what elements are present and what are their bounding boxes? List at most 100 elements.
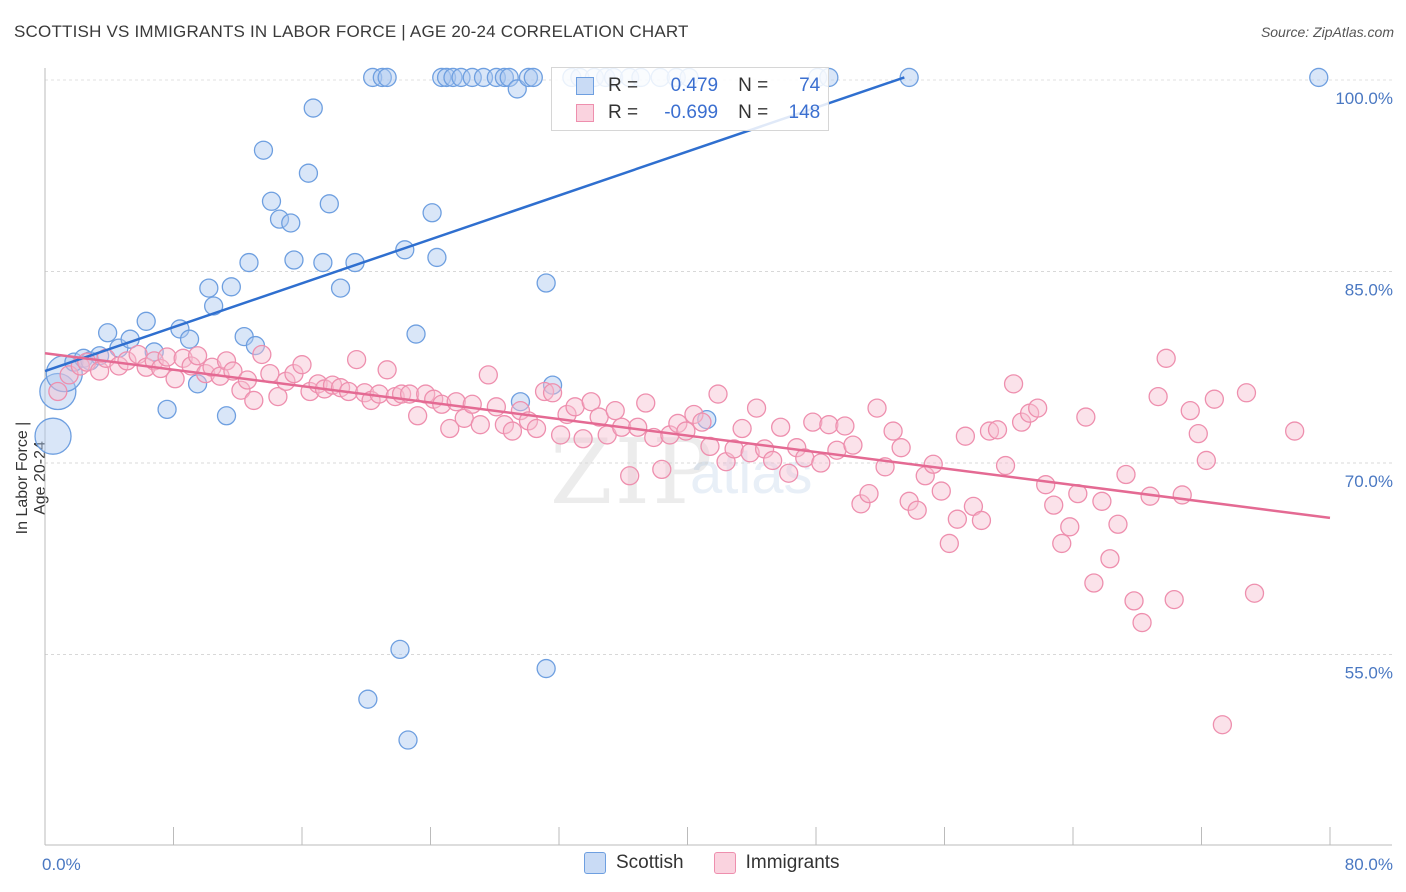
immigrants-point <box>771 417 791 437</box>
legend-row-immigrants: R = -0.699 N = 148 <box>576 101 820 125</box>
immigrants-point <box>819 415 839 435</box>
immigrants-point <box>931 481 951 501</box>
scottish-point <box>319 194 339 214</box>
scottish-point <box>427 247 447 268</box>
immigrants-point <box>923 454 943 474</box>
scottish-point <box>221 277 241 297</box>
scottish-point <box>372 67 392 88</box>
scottish-point <box>281 213 301 233</box>
scottish-point <box>432 67 452 88</box>
immigrants-point <box>534 381 555 402</box>
scottish-point <box>507 79 527 99</box>
scottish-point <box>518 67 539 88</box>
immigrants-point <box>971 510 992 531</box>
scottish-point <box>436 67 457 88</box>
scottish-point <box>269 209 290 229</box>
immigrants-point <box>165 369 185 389</box>
y-tick-label: 85.0% <box>1345 281 1393 300</box>
immigrants-points <box>48 344 1305 735</box>
immigrants-point <box>252 344 272 365</box>
immigrants-point <box>811 453 831 473</box>
gridlines <box>45 79 1392 655</box>
scottish-point <box>284 250 304 270</box>
scottish-point <box>179 329 200 349</box>
scottish-r-value: 0.479 <box>670 75 719 96</box>
immigrants-point <box>1236 383 1257 403</box>
immigrants-point <box>1244 583 1265 603</box>
immigrants-point <box>1092 491 1112 511</box>
scottish-point <box>239 252 259 273</box>
immigrants-point <box>1188 423 1208 444</box>
immigrants-point <box>502 421 523 441</box>
immigrants-point <box>762 450 783 471</box>
immigrants-point <box>692 412 712 432</box>
chart-source: Source: ZipAtlas.com <box>1260 24 1394 40</box>
immigrants-point <box>708 384 728 404</box>
immigrants-point <box>779 463 799 483</box>
scottish-point <box>187 374 208 394</box>
immigrants-point <box>1044 495 1064 515</box>
scottish-point <box>536 658 556 679</box>
immigrants-trend-line <box>44 351 1331 520</box>
immigrants-point <box>462 394 482 414</box>
scottish-point <box>523 67 543 88</box>
scottish-n-value: 74 <box>799 75 821 96</box>
immigrants-point <box>867 398 887 418</box>
immigrants-point <box>1285 421 1305 441</box>
immigrants-point <box>859 483 879 504</box>
scottish-point <box>422 203 442 223</box>
immigrants-point <box>187 346 208 366</box>
immigrants-point <box>231 380 251 400</box>
watermark-zip: ZIP <box>550 420 715 525</box>
immigrants-n-value: 148 <box>788 102 821 123</box>
immigrants-point <box>377 360 397 380</box>
watermark-atlas: atlas <box>690 441 813 506</box>
chart-title: SCOTTISH VS IMMIGRANTS IN LABOR FORCE | … <box>14 22 689 41</box>
immigrants-point <box>1084 573 1104 593</box>
immigrants-point <box>620 466 640 486</box>
immigrants-point <box>1100 549 1120 569</box>
immigrants-point <box>1076 407 1096 427</box>
legend-item-immigrants[interactable]: Immigrants <box>713 852 840 874</box>
immigrants-point <box>1028 398 1048 418</box>
immigrants-point <box>939 533 959 554</box>
immigrants-point <box>1164 589 1184 610</box>
scottish-point <box>261 191 282 211</box>
scottish-point <box>494 67 515 88</box>
immigrants-point <box>565 397 585 417</box>
immigrants-point <box>843 435 863 455</box>
immigrants-point <box>987 420 1008 440</box>
scottish-point <box>398 730 418 750</box>
scottish-point <box>34 417 72 455</box>
immigrants-point <box>526 418 547 439</box>
immigrants-point <box>979 421 1000 441</box>
scottish-swatch <box>576 77 594 95</box>
immigrants-point <box>955 426 976 446</box>
immigrants-point <box>995 455 1016 476</box>
scottish-point <box>377 67 397 88</box>
immigrants-point <box>260 363 280 384</box>
immigrants-point <box>48 381 68 402</box>
immigrants-legend-swatch <box>713 852 736 874</box>
immigrants-point <box>478 365 498 385</box>
x-tick-label-max: 80.0% <box>1345 855 1393 874</box>
immigrants-point <box>268 386 288 407</box>
immigrants-point <box>157 347 177 367</box>
immigrants-point <box>244 390 264 411</box>
immigrants-point <box>746 398 767 418</box>
y-tick-label: 55.0% <box>1345 664 1393 683</box>
immigrants-point <box>1116 464 1136 485</box>
y-tick-label: 100.0% <box>1335 89 1393 108</box>
scottish-point <box>136 311 156 331</box>
scottish-point <box>451 67 471 88</box>
series-legend: Scottish Immigrants <box>584 852 870 874</box>
immigrants-point <box>668 413 688 434</box>
scottish-point <box>358 689 378 709</box>
immigrants-point <box>1172 485 1192 505</box>
immigrants-point <box>173 348 193 368</box>
scottish-point <box>462 67 482 88</box>
scottish-point <box>443 67 463 88</box>
immigrants-point <box>1036 475 1056 495</box>
scottish-point <box>199 278 219 298</box>
legend-item-scottish[interactable]: Scottish <box>584 852 684 874</box>
